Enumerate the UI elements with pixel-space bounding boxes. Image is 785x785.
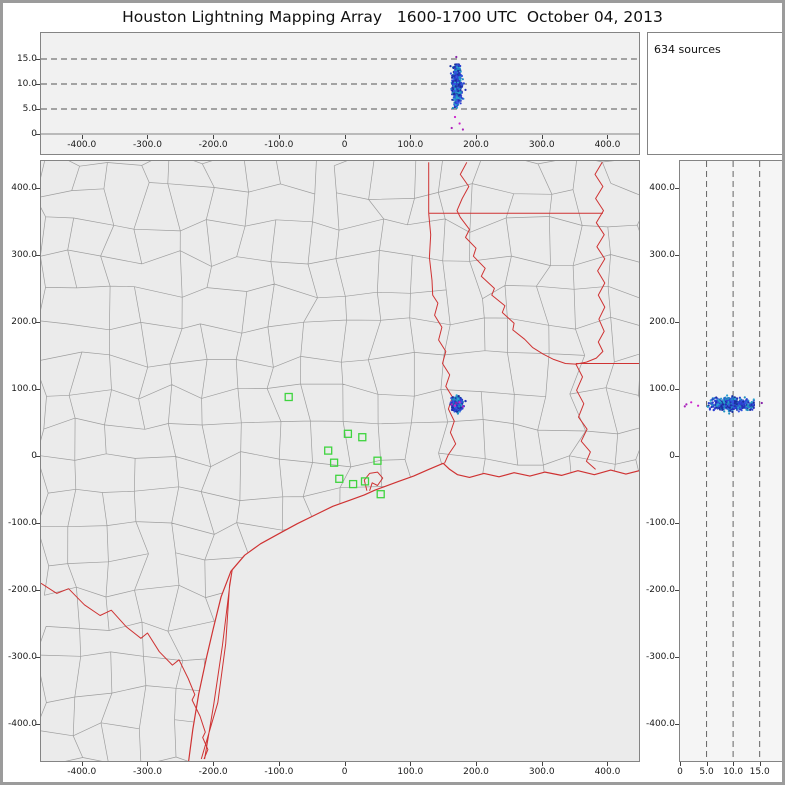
tick-mark: [680, 762, 681, 766]
tick-mark: [476, 762, 477, 766]
tick-mark: [213, 762, 214, 766]
tick-label: 400.0: [594, 767, 621, 777]
tick-mark: [345, 762, 346, 766]
tick-mark: [147, 762, 148, 766]
tick-label: 200.0: [11, 316, 37, 327]
tick-mark: [760, 762, 761, 766]
sources-count-label: 634 sources: [654, 43, 721, 56]
tick-label: -100.0: [7, 518, 37, 528]
tick-mark: [542, 762, 543, 766]
tick-mark: [279, 762, 280, 766]
tick-label: 0: [341, 767, 348, 777]
plan-view-map-panel: [40, 160, 640, 762]
tick-label: 200.0: [463, 767, 489, 777]
tick-label: 100.0: [397, 767, 424, 777]
tick-label: -300.0: [132, 767, 162, 777]
tick-label: 300.0: [11, 249, 37, 260]
sources-count-box: 634 sources: [647, 32, 782, 155]
tick-label: -300.0: [7, 652, 37, 663]
tick-label: 10.0: [723, 767, 744, 777]
tick-label: 300.0: [528, 767, 555, 777]
altitude-ns-plot: [683, 161, 763, 761]
tick-label: 10.0: [16, 79, 37, 89]
tick-label: 0: [677, 767, 683, 777]
tick-label: -400.0: [67, 767, 97, 777]
tick-mark: [707, 762, 708, 766]
tick-label: 0: [31, 450, 37, 461]
tick-label: -200.0: [7, 585, 37, 596]
page-title: Houston Lightning Mapping Array 1600-170…: [122, 8, 663, 26]
altitude-vs-north-south-panel: [679, 160, 782, 762]
tick-label: 15.0: [16, 54, 37, 64]
tick-mark: [733, 762, 734, 766]
altitude-ew-plot: [41, 55, 639, 135]
tick-label: -400.0: [7, 719, 37, 730]
tick-label: 400.0: [11, 182, 37, 193]
tick-label: 5.0: [22, 104, 37, 114]
tick-label: 0: [31, 129, 37, 139]
tick-mark: [607, 762, 608, 766]
tick-mark: [410, 762, 411, 766]
tick-label: 100.0: [11, 383, 37, 394]
tick-label: 5.0: [699, 767, 714, 777]
tick-label: -100.0: [264, 767, 294, 777]
tick-mark: [82, 762, 83, 766]
tick-label: -200.0: [198, 767, 228, 777]
tick-label: 15.0: [749, 767, 770, 777]
plan-view-map-plot: [41, 161, 639, 761]
altitude-vs-east-west-panel: [40, 32, 640, 155]
